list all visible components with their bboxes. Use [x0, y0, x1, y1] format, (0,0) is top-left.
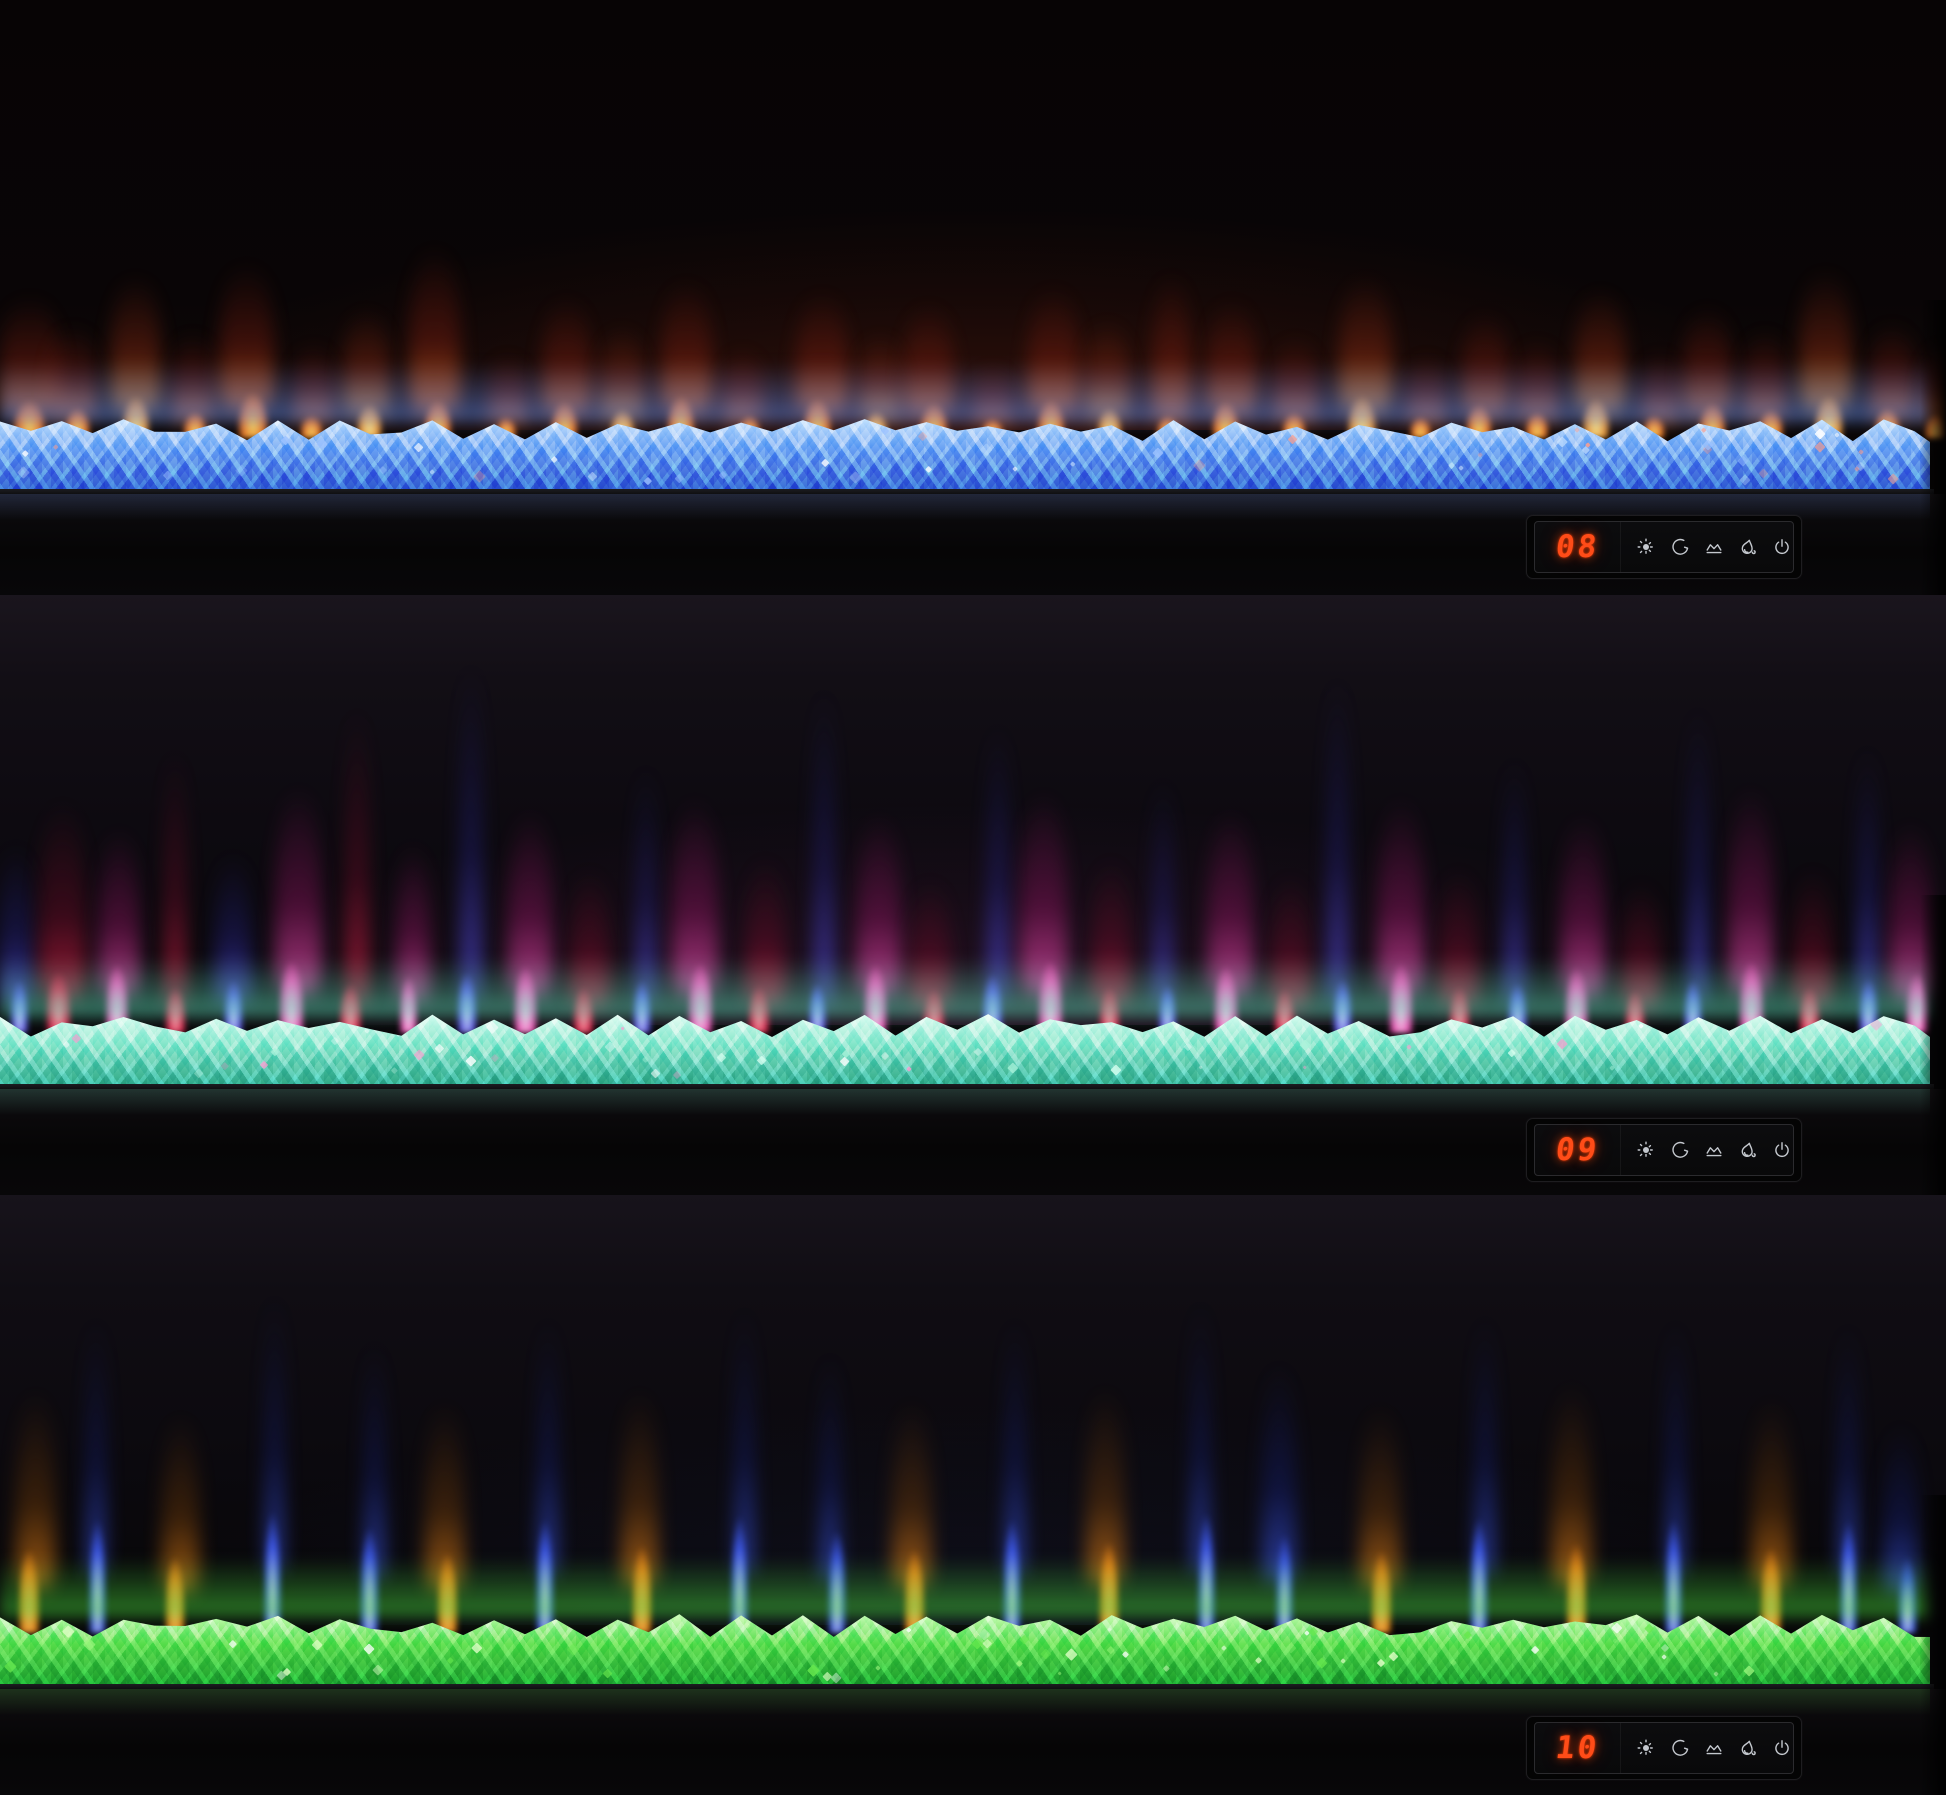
power-button[interactable]	[1771, 1139, 1793, 1161]
flame-wisp	[163, 748, 187, 1008]
flame-wisp	[344, 706, 369, 1006]
touch-controls	[1635, 536, 1793, 558]
flame-setting-value: 08	[1553, 529, 1602, 565]
control-panel-bezel: 08	[1526, 515, 1802, 579]
crystal-glow	[0, 957, 1930, 1017]
flame-setting-value: 10	[1553, 1730, 1602, 1766]
flame-effect-button[interactable]	[1703, 1139, 1725, 1161]
crown-flame-bed-icon	[1706, 1147, 1722, 1157]
touch-controls	[1635, 1139, 1793, 1161]
sun-icon	[1637, 1739, 1655, 1757]
sun-icon	[1637, 538, 1655, 556]
firebox-right-edge	[1920, 300, 1946, 595]
flame-effect-button[interactable]	[1703, 536, 1725, 558]
sleep-timer-button[interactable]	[1669, 536, 1691, 558]
touch-controls	[1635, 1737, 1793, 1759]
crown-flame-bed-icon	[1706, 544, 1722, 554]
bed-reflection	[0, 1089, 1930, 1115]
power-button[interactable]	[1771, 536, 1793, 558]
control-panel: 09	[1534, 1124, 1794, 1176]
power-button[interactable]	[1771, 1737, 1793, 1759]
flame-wisp	[987, 722, 1010, 1002]
bed-base-line	[0, 489, 1934, 496]
sun-icon	[1637, 1141, 1655, 1159]
power-icon	[1775, 1142, 1789, 1158]
flame-wisp	[814, 686, 835, 1006]
fireplace-blue-crystals: 08	[0, 0, 1946, 595]
flame-setting-value: 09	[1553, 1132, 1602, 1168]
firebox-right-edge	[1920, 895, 1946, 1195]
flame-drop-icon	[1741, 1142, 1756, 1158]
flame-effect-button[interactable]	[1703, 1737, 1725, 1759]
sleep-timer-button[interactable]	[1669, 1139, 1691, 1161]
flame-drop-icon	[1741, 1740, 1756, 1756]
flame-wisp	[635, 764, 656, 1004]
led-display: 09	[1535, 1125, 1621, 1175]
control-panel: 08	[1534, 521, 1794, 573]
flame-wisp	[1857, 744, 1879, 1004]
flame-wisp	[1327, 674, 1349, 1004]
brightness-button[interactable]	[1635, 1139, 1657, 1161]
flame-color-button[interactable]	[1737, 1139, 1759, 1161]
crystal-glow	[0, 362, 1930, 422]
moon-timer-icon	[1672, 1141, 1689, 1158]
bed-base-line	[0, 1684, 1934, 1691]
flame-wisp	[459, 661, 482, 1001]
flame-drop-icon	[1741, 539, 1756, 555]
brightness-button[interactable]	[1635, 536, 1657, 558]
flame-color-button[interactable]	[1737, 536, 1759, 558]
flame-wisp	[1687, 704, 1708, 1004]
flame-wisp	[1504, 756, 1526, 1006]
fireplace-green-crystals: 10	[0, 1195, 1946, 1795]
control-panel-bezel: 09	[1526, 1118, 1802, 1182]
power-icon	[1775, 1740, 1789, 1756]
bed-reflection	[0, 1689, 1930, 1715]
moon-timer-icon	[1672, 1739, 1689, 1756]
control-panel-bezel: 10	[1526, 1716, 1802, 1780]
moon-timer-icon	[1672, 538, 1689, 555]
flame-color-button[interactable]	[1737, 1737, 1759, 1759]
flame-wisp	[1152, 777, 1173, 1007]
power-icon	[1775, 539, 1789, 555]
control-panel: 10	[1534, 1722, 1794, 1774]
led-display: 08	[1535, 522, 1621, 572]
fireplace-teal-crystals: 09	[0, 595, 1946, 1195]
brightness-button[interactable]	[1635, 1737, 1657, 1759]
sleep-timer-button[interactable]	[1669, 1737, 1691, 1759]
led-display: 10	[1535, 1723, 1621, 1773]
crown-flame-bed-icon	[1706, 1745, 1722, 1755]
crystal-glow	[0, 1557, 1930, 1617]
firebox-right-edge	[1920, 1495, 1946, 1795]
bed-base-line	[0, 1084, 1934, 1091]
